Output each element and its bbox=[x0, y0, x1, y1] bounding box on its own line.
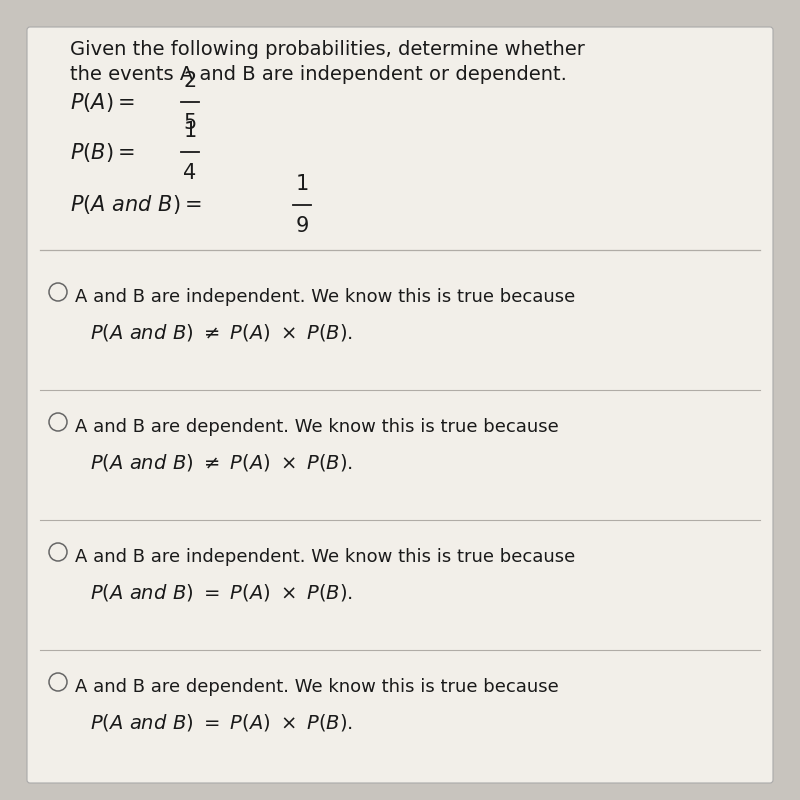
Text: 2: 2 bbox=[183, 71, 197, 91]
Text: Given the following probabilities, determine whether: Given the following probabilities, deter… bbox=[70, 40, 585, 59]
Text: 9: 9 bbox=[295, 216, 309, 236]
Text: $P(A\ \mathit{and}\ B) =$: $P(A\ \mathit{and}\ B) =$ bbox=[70, 194, 202, 217]
Text: A and B are dependent. We know this is true because: A and B are dependent. We know this is t… bbox=[75, 418, 558, 436]
Text: A and B are independent. We know this is true because: A and B are independent. We know this is… bbox=[75, 548, 575, 566]
Text: 1: 1 bbox=[183, 121, 197, 141]
Text: 5: 5 bbox=[183, 113, 197, 133]
Text: A and B are dependent. We know this is true because: A and B are dependent. We know this is t… bbox=[75, 678, 558, 696]
Text: $P(A\ \mathit{and}\ B)\ \neq\ P(A)\ \times\ P(B).$: $P(A\ \mathit{and}\ B)\ \neq\ P(A)\ \tim… bbox=[90, 452, 353, 473]
Text: 1: 1 bbox=[295, 174, 309, 194]
Text: $P(A) =$: $P(A) =$ bbox=[70, 90, 134, 114]
Text: $P(A\ \mathit{and}\ B)\ =\ P(A)\ \times\ P(B).$: $P(A\ \mathit{and}\ B)\ =\ P(A)\ \times\… bbox=[90, 582, 353, 603]
Text: $P(B) =$: $P(B) =$ bbox=[70, 141, 134, 163]
Text: $P(A\ \mathit{and}\ B)\ =\ P(A)\ \times\ P(B).$: $P(A\ \mathit{and}\ B)\ =\ P(A)\ \times\… bbox=[90, 712, 353, 733]
Text: 4: 4 bbox=[183, 163, 197, 183]
Text: A and B are independent. We know this is true because: A and B are independent. We know this is… bbox=[75, 288, 575, 306]
Text: $P(A\ \mathit{and}\ B)\ \neq\ P(A)\ \times\ P(B).$: $P(A\ \mathit{and}\ B)\ \neq\ P(A)\ \tim… bbox=[90, 322, 353, 343]
FancyBboxPatch shape bbox=[27, 27, 773, 783]
Text: the events A and B are independent or dependent.: the events A and B are independent or de… bbox=[70, 65, 567, 84]
